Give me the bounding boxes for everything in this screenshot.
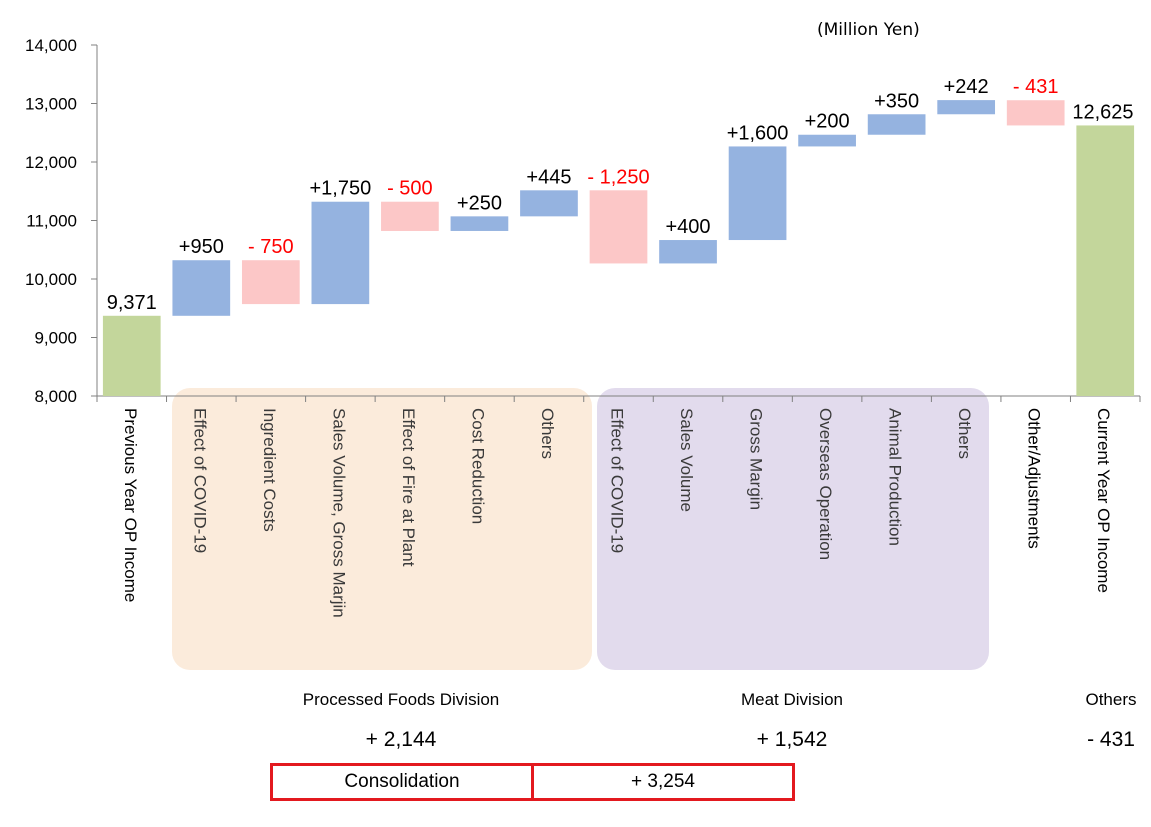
consolidation-label: Consolidation (273, 766, 534, 798)
data-label: +400 (666, 216, 711, 238)
data-label: +250 (457, 192, 502, 214)
category-label: Effect of Fire at Plant (399, 408, 418, 567)
waterfall-bar (937, 100, 996, 115)
consolidation-box: Consolidation + 3,254 (270, 763, 795, 801)
waterfall-bar (728, 146, 787, 241)
waterfall-bar (450, 216, 509, 231)
waterfall-bar (311, 201, 370, 305)
category-label: Others (538, 408, 557, 459)
y-tick-label: 8,000 (34, 387, 77, 406)
data-label: +445 (526, 166, 571, 188)
category-label: Effect of COVID-19 (608, 408, 627, 553)
processed-foods-division-total: + 2,144 (365, 728, 437, 751)
category-label: Ingredient Costs (260, 408, 279, 532)
meat-division-group-background (597, 388, 989, 670)
category-label: Previous Year OP Income (121, 408, 140, 602)
category-label: Others (955, 408, 974, 459)
data-label: +242 (944, 76, 989, 98)
category-label: Sales Volume (677, 408, 696, 512)
meat-division-total: + 1,542 (756, 728, 828, 751)
category-label: Sales Volume, Gross Marjin (329, 408, 348, 618)
y-tick-label: 10,000 (25, 270, 77, 289)
others-group-total: - 431 (1087, 728, 1135, 751)
waterfall-bar (241, 260, 300, 305)
category-label: Other/Adjustments (1025, 408, 1044, 549)
data-label: - 1,250 (587, 166, 649, 188)
data-label: 12,625 (1072, 101, 1133, 123)
waterfall-bar (381, 201, 439, 231)
waterfall-bar (1006, 100, 1065, 126)
data-label: - 431 (1013, 76, 1059, 98)
data-label: +950 (179, 236, 224, 258)
waterfall-bar (659, 240, 717, 264)
waterfall-bar (1076, 125, 1135, 396)
waterfall-bar (172, 260, 231, 316)
waterfall-bar (102, 315, 161, 396)
data-label: 9,371 (107, 292, 157, 314)
meat-division-title: Meat Division (740, 690, 844, 709)
data-label: +1,750 (309, 178, 371, 200)
processed-foods-group-background (172, 388, 592, 670)
data-label: +1,600 (727, 122, 789, 144)
waterfall-bar (867, 114, 926, 135)
data-label: - 750 (248, 236, 294, 258)
category-label: Gross Margin (747, 408, 766, 510)
consolidation-value: + 3,254 (631, 771, 695, 792)
y-tick-label: 14,000 (25, 36, 77, 55)
waterfall-bar (520, 190, 578, 217)
others-group-title: Others (1085, 690, 1137, 709)
category-label: Animal Production (886, 408, 905, 546)
waterfall-bar (589, 190, 648, 264)
data-label: +200 (805, 111, 850, 133)
y-tick-label: 9,000 (34, 329, 77, 348)
category-label: Cost Reduction (468, 408, 487, 524)
y-tick-label: 13,000 (25, 95, 77, 114)
data-label: +350 (874, 90, 919, 112)
waterfall-chart: 8,000 9,000 10,000 11,000 12,000 13,000 14,000… (25, 36, 1141, 618)
y-tick-label: 12,000 (25, 153, 77, 172)
category-label: Effect of COVID-19 (190, 408, 209, 553)
y-tick-label: 11,000 (26, 212, 77, 231)
waterfall-bar (798, 134, 856, 147)
category-label: Current Year OP Income (1094, 408, 1113, 593)
processed-foods-division-title: Processed Foods Division (302, 690, 500, 709)
unit-label: (Million Yen) (817, 20, 920, 40)
category-label: Overseas Operation (816, 408, 835, 560)
data-label: - 500 (387, 178, 433, 200)
